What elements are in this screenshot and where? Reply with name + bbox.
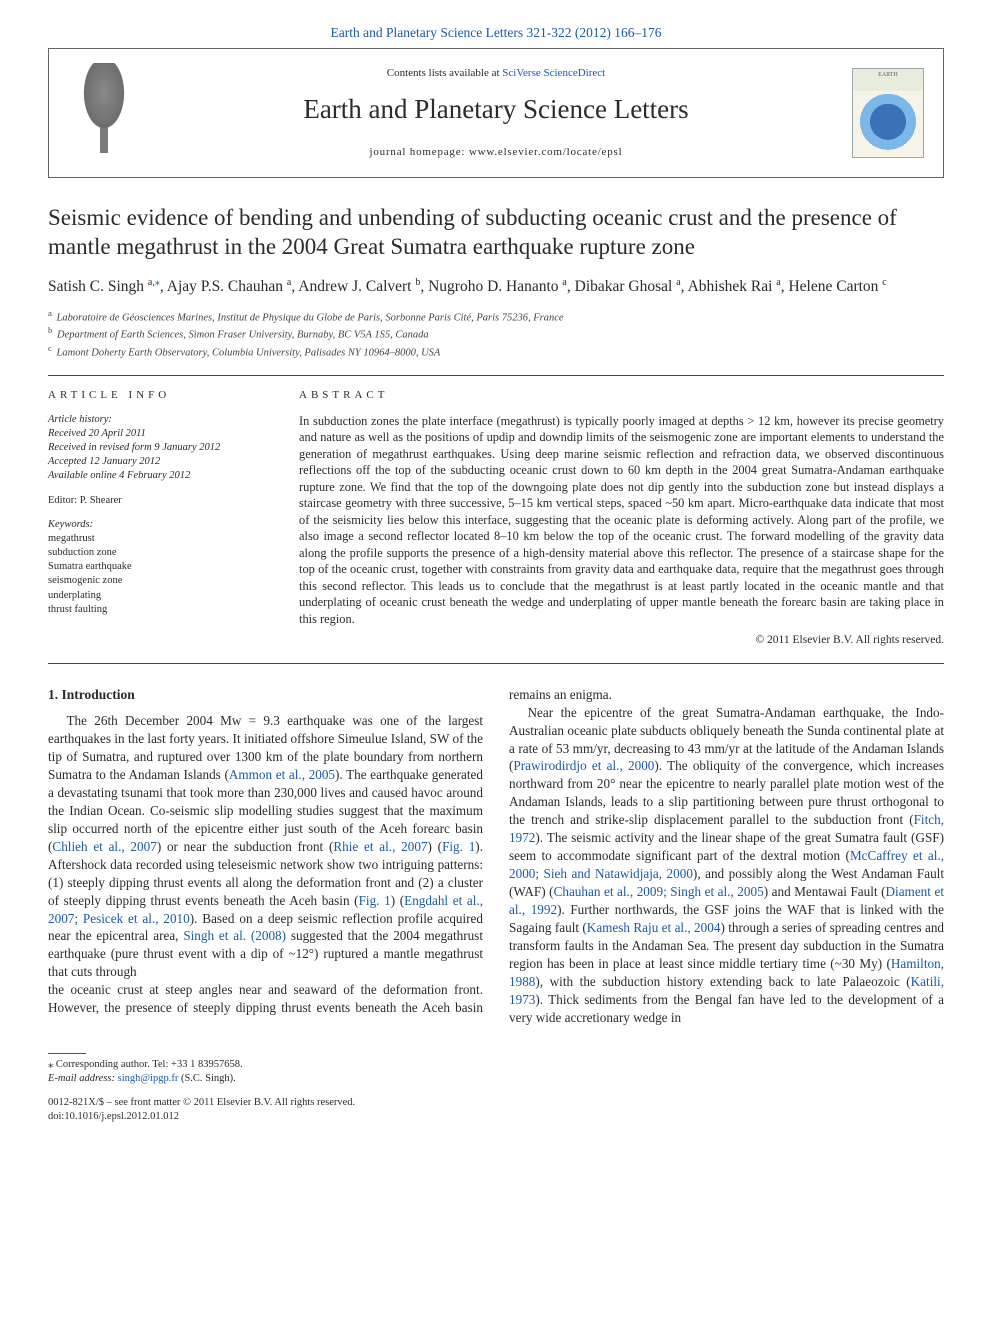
- keyword: seismogenic zone: [48, 574, 273, 588]
- author-affil-marker: c: [882, 277, 886, 288]
- article-info-heading: article info: [48, 388, 273, 403]
- keyword: megathrust: [48, 532, 273, 546]
- keywords-label: Keywords:: [48, 518, 273, 532]
- editor: Editor: P. Shearer: [48, 494, 273, 508]
- history-received: Received 20 April 2011: [48, 428, 146, 439]
- email-label: E-mail address:: [48, 1073, 118, 1084]
- journal-ref-link[interactable]: Earth and Planetary Science Letters 321-…: [330, 25, 661, 40]
- abstract-heading: abstract: [299, 388, 944, 403]
- rule-bottom: [48, 663, 944, 664]
- keyword: underplating: [48, 589, 273, 603]
- issn-line: 0012-821X/$ – see front matter © 2011 El…: [48, 1096, 944, 1110]
- author: Ajay P.S. Chauhan a: [167, 278, 292, 295]
- journal-cover: EARTH: [833, 49, 943, 177]
- abstract-copyright: © 2011 Elsevier B.V. All rights reserved…: [299, 633, 944, 649]
- author-affil-marker: a: [287, 277, 291, 288]
- cite-praw[interactable]: Prawirodirdjo et al., 2000: [513, 758, 654, 773]
- email-person: (S.C. Singh).: [178, 1073, 235, 1084]
- footnotes: ⁎ Corresponding author. Tel: +33 1 83957…: [48, 1053, 460, 1086]
- affiliation: b Department of Earth Sciences, Simon Fr…: [48, 325, 944, 343]
- footer-meta: 0012-821X/$ – see front matter © 2011 El…: [48, 1096, 944, 1124]
- author: Nugroho D. Hananto a: [428, 278, 567, 295]
- article-info: article info Article history: Received 2…: [48, 388, 273, 649]
- history-online: Available online 4 February 2012: [48, 470, 190, 481]
- keyword: Sumatra earthquake: [48, 560, 273, 574]
- author-affil-marker: a: [676, 277, 680, 288]
- keywords: megathrustsubduction zoneSumatra earthqu…: [48, 532, 273, 617]
- authors-line: Satish C. Singh a,⁎, Ajay P.S. Chauhan a…: [48, 276, 944, 298]
- cite-kamesh[interactable]: Kamesh Raju et al., 2004: [587, 920, 721, 935]
- keyword: thrust faulting: [48, 603, 273, 617]
- publisher-logo: [49, 49, 159, 177]
- journal-cover-icon: EARTH: [852, 68, 924, 158]
- sciverse-link[interactable]: SciVerse ScienceDirect: [502, 67, 605, 79]
- rule-top: [48, 375, 944, 376]
- journal-name: Earth and Planetary Science Letters: [169, 91, 823, 127]
- cite-ammon[interactable]: Ammon et al., 2005: [229, 767, 335, 782]
- cover-label: EARTH: [878, 71, 898, 79]
- email-line: E-mail address: singh@ipgp.fr (S.C. Sing…: [48, 1072, 460, 1086]
- p1: The 26th December 2004 Mw = 9.3 earthqua…: [48, 712, 483, 981]
- author-affil-marker: a: [776, 277, 780, 288]
- fig-1-link-a[interactable]: Fig. 1: [442, 839, 475, 854]
- abstract-text: In subduction zones the plate interface …: [299, 413, 944, 628]
- sciverse-line: Contents lists available at SciVerse Sci…: [169, 66, 823, 81]
- affiliation: c Lamont Doherty Earth Observatory, Colu…: [48, 343, 944, 361]
- cite-singh08[interactable]: Singh et al. (2008): [183, 928, 286, 943]
- abstract: abstract In subduction zones the plate i…: [299, 388, 944, 649]
- elsevier-tree-icon: [64, 63, 144, 163]
- history-revised: Received in revised form 9 January 2012: [48, 442, 220, 453]
- email-link[interactable]: singh@ipgp.fr: [118, 1073, 179, 1084]
- journal-reference: Earth and Planetary Science Letters 321-…: [48, 24, 944, 42]
- homepage-url: www.elsevier.com/locate/epsl: [469, 146, 623, 158]
- author: Satish C. Singh a,⁎: [48, 278, 160, 295]
- article-title: Seismic evidence of bending and unbendin…: [48, 204, 944, 262]
- affiliations: a Laboratoire de Géosciences Marines, In…: [48, 308, 944, 361]
- corr-author-note: ⁎ Corresponding author. Tel: +33 1 83957…: [48, 1058, 460, 1072]
- keyword: subduction zone: [48, 546, 273, 560]
- footnote-rule: [48, 1053, 86, 1054]
- author: Andrew J. Calvert b: [298, 278, 420, 295]
- author: Helene Carton c: [788, 278, 886, 295]
- fig-1-link-b[interactable]: Fig. 1: [359, 893, 391, 908]
- cite-rhie[interactable]: Rhie et al., 2007: [333, 839, 427, 854]
- section-1-heading: 1. Introduction: [48, 686, 483, 704]
- author-affil-marker: b: [415, 277, 420, 288]
- history-label: Article history:: [48, 414, 112, 425]
- homepage-line: journal homepage: www.elsevier.com/locat…: [169, 145, 823, 160]
- cite-chauhan[interactable]: Chauhan et al., 2009; Singh et al., 2005: [554, 884, 764, 899]
- corr-star-link[interactable]: ⁎: [155, 277, 160, 288]
- p3: Near the epicentre of the great Sumatra-…: [509, 704, 944, 1027]
- affiliation: a Laboratoire de Géosciences Marines, In…: [48, 308, 944, 326]
- cite-chlieh[interactable]: Chlieh et al., 2007: [52, 839, 156, 854]
- sciverse-pre: Contents lists available at: [387, 67, 502, 79]
- journal-banner: Contents lists available at SciVerse Sci…: [48, 48, 944, 178]
- homepage-pre: journal homepage:: [370, 146, 469, 158]
- author: Dibakar Ghosal a: [575, 278, 681, 295]
- banner-center: Contents lists available at SciVerse Sci…: [159, 58, 833, 168]
- doi-line: doi:10.1016/j.epsl.2012.01.012: [48, 1110, 944, 1124]
- author: Abhishek Rai a: [688, 278, 781, 295]
- author-affil-marker: a: [562, 277, 566, 288]
- body: 1. Introduction The 26th December 2004 M…: [48, 686, 944, 1027]
- article-history: Article history: Received 20 April 2011 …: [48, 413, 273, 484]
- history-accepted: Accepted 12 January 2012: [48, 456, 160, 467]
